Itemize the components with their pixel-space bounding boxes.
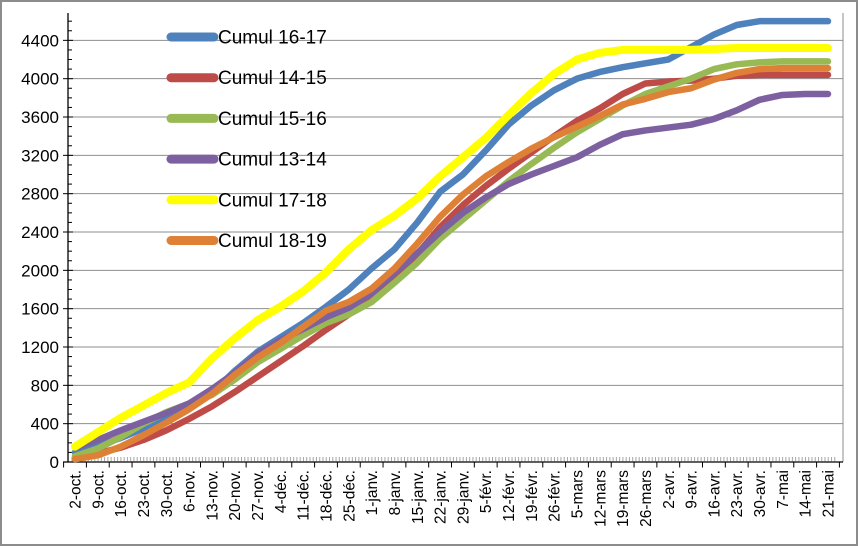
y-tick-label: 2000 [21, 261, 59, 280]
y-tick-label: 2800 [21, 185, 59, 204]
x-tick-label: 9-oct. [90, 470, 107, 509]
x-major-ticks [63, 462, 840, 468]
x-tick-label: 15-janv. [410, 470, 427, 524]
y-tick-label: 4000 [21, 70, 59, 89]
legend-label: Cumul 13-14 [218, 150, 327, 171]
legend-item-cumul-18-19: Cumul 18-19 [166, 231, 327, 252]
x-tick-label: 5-févr. [478, 470, 495, 513]
x-minor-tick-comb [71, 457, 836, 462]
series-line-cumul-13-14 [71, 90, 832, 451]
x-tick-label: 7-mai [775, 470, 792, 509]
legend-item-cumul-15-16: Cumul 15-16 [166, 109, 327, 130]
x-tick-label: 30-avr. [752, 470, 769, 517]
x-tick-label: 12-mars [592, 470, 609, 527]
legend: Cumul 16-17 Cumul 14-15 Cumul 15-16 Cumul 1… [166, 28, 327, 252]
x-tick-label: 29-janv. [455, 470, 472, 524]
y-tick-label: 3200 [21, 146, 59, 165]
legend-label: Cumul 18-19 [218, 231, 327, 252]
y-tick-label: 3600 [21, 108, 59, 127]
x-tick-label: 11-déc. [296, 470, 313, 521]
legend-label: Cumul 17-18 [218, 190, 327, 211]
series-lines [71, 17, 832, 463]
y-tick-label: 800 [31, 376, 59, 395]
y-tick-label: 400 [31, 415, 59, 434]
legend-item-cumul-16-17: Cumul 16-17 [166, 28, 327, 49]
y-tick-label: 1600 [21, 300, 59, 319]
x-tick-label: 18-déc. [319, 470, 336, 522]
x-tick-label: 21-mai [821, 470, 838, 517]
y-axis-labels: 0 400 800 1200 1600 2000 2400 2800 3200 3600 4000 4… [21, 31, 59, 472]
x-tick-label: 25-déc. [341, 470, 358, 522]
y-tick-label: 1200 [21, 338, 59, 357]
x-tick-label: 19-mars [615, 470, 632, 527]
series-line-cumul-17-18 [71, 44, 832, 451]
legend-item-cumul-13-14: Cumul 13-14 [166, 150, 327, 171]
x-tick-label: 16-avr. [706, 470, 723, 517]
legend-item-cumul-17-18: Cumul 17-18 [166, 190, 327, 211]
series-line-cumul-14-15 [71, 71, 832, 462]
legend-label: Cumul 14-15 [218, 68, 327, 89]
legend-label: Cumul 16-17 [218, 28, 327, 49]
x-tick-label: 14-mai [798, 470, 815, 517]
x-tick-label: 13-nov. [204, 470, 221, 521]
x-tick-label: 2-avr. [661, 470, 678, 509]
x-tick-label: 20-nov. [227, 470, 244, 521]
x-tick-label: 1-janv. [364, 470, 381, 515]
x-tick-label: 23-oct. [136, 470, 153, 517]
legend-item-cumul-14-15: Cumul 14-15 [166, 68, 327, 89]
x-tick-label: 30-oct. [159, 470, 176, 517]
x-tick-label: 27-nov. [250, 470, 267, 521]
x-tick-label: 26-mars [638, 470, 655, 527]
x-axis-labels: 2-oct. 9-oct. 16-oct. 23-oct. 30-oct. 6-nov. 1… [68, 470, 838, 527]
x-tick-label: 22-janv. [433, 470, 450, 524]
x-tick-label: 6-nov. [182, 470, 199, 512]
series-line-cumul-18-19 [71, 64, 832, 463]
y-tick-label: 2400 [21, 223, 59, 242]
x-tick-label: 8-janv. [387, 470, 404, 515]
x-tick-label: 26-févr. [547, 470, 564, 522]
x-tick-label: 12-févr. [501, 470, 518, 522]
x-tick-label: 23-avr. [729, 470, 746, 517]
x-tick-label: 4-déc. [273, 470, 290, 513]
x-tick-label: 19-févr. [524, 470, 541, 522]
x-tick-label: 16-oct. [113, 470, 130, 517]
legend-label: Cumul 15-16 [218, 109, 327, 130]
x-tick-label: 9-avr. [684, 470, 701, 509]
axes [63, 13, 843, 463]
y-tick-label: 4400 [21, 31, 59, 50]
x-tick-label: 5-mars [570, 470, 587, 518]
x-tick-label: 2-oct. [68, 470, 85, 509]
y-tick-label: 0 [50, 453, 59, 472]
